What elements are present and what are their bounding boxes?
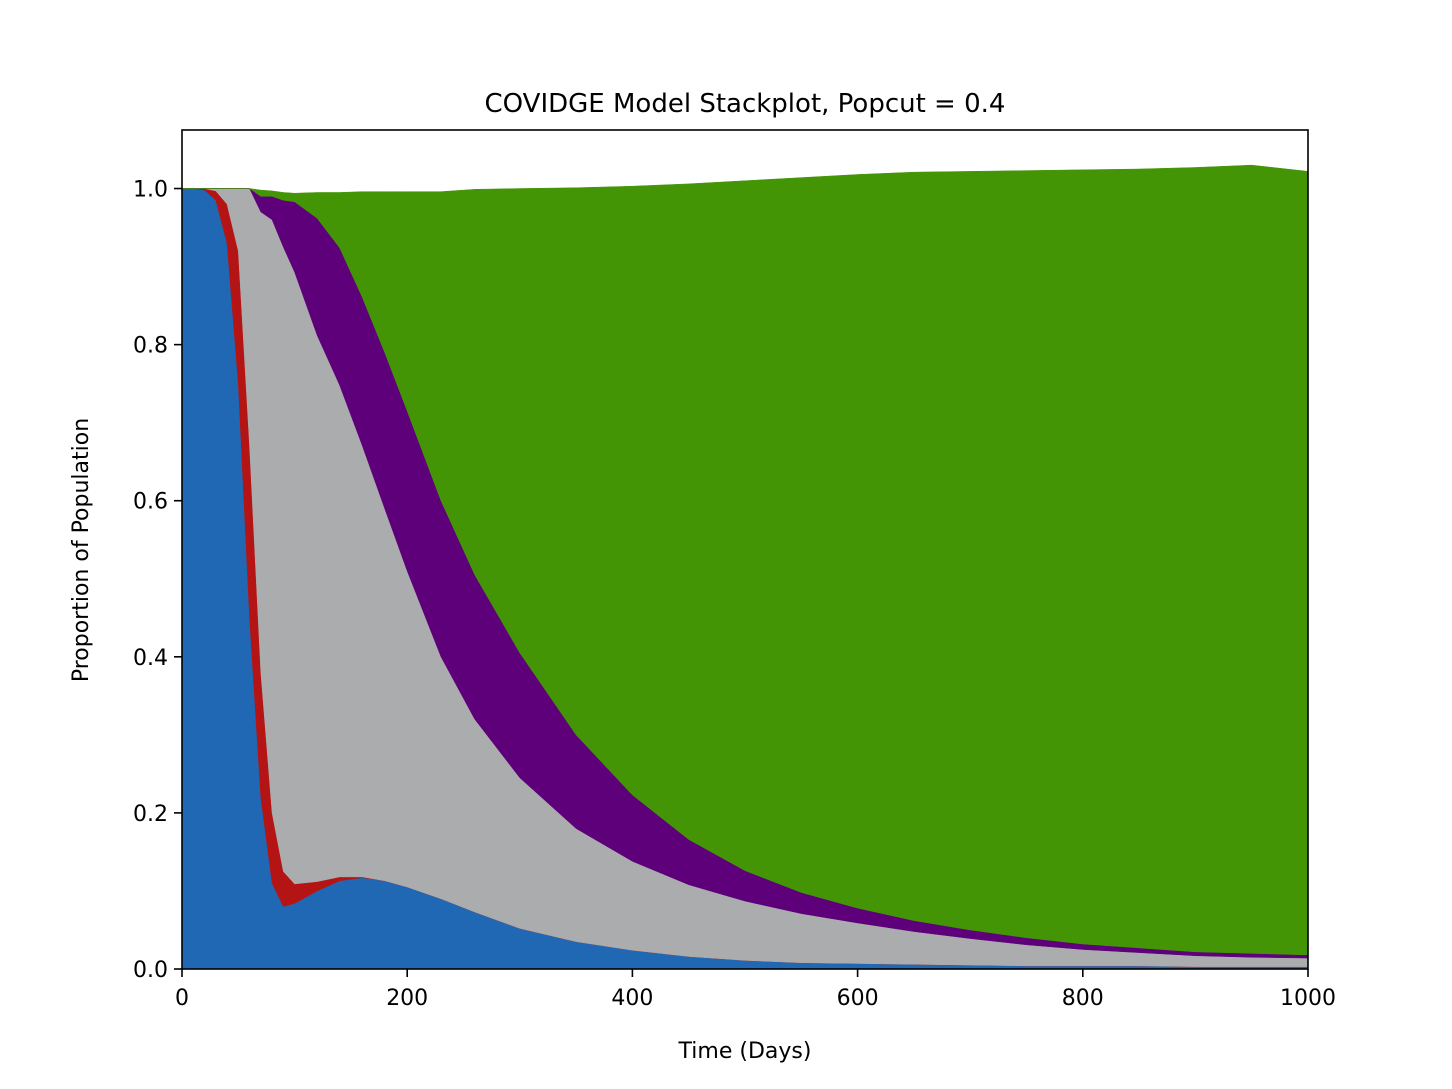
x-tick-label: 600 — [837, 986, 879, 1011]
y-tick-label: 0.8 — [133, 334, 168, 359]
y-tick-label: 0.0 — [133, 958, 168, 983]
x-tick-label: 1000 — [1280, 986, 1336, 1011]
y-axis: 0.0 0.2 0.4 0.6 0.8 1.0 — [133, 178, 182, 983]
y-tick-label: 0.4 — [133, 646, 168, 671]
x-axis-label: Time (Days) — [678, 1039, 812, 1064]
x-tick-label: 800 — [1062, 986, 1104, 1011]
x-tick-label: 200 — [386, 986, 428, 1011]
y-tick-label: 0.2 — [133, 802, 168, 827]
plot-frame — [181, 129, 1309, 970]
y-tick-label: 0.6 — [133, 490, 168, 515]
x-tick-label: 0 — [175, 986, 189, 1011]
x-tick-label: 400 — [611, 986, 653, 1011]
chart-title: COVIDGE Model Stackplot, Popcut = 0.4 — [485, 89, 1006, 119]
x-axis: 0 200 400 600 800 1000 — [175, 969, 1336, 1011]
stacked-areas — [181, 164, 1309, 970]
y-axis-label: Proportion of Population — [69, 418, 94, 682]
y-tick-label: 1.0 — [133, 178, 168, 203]
